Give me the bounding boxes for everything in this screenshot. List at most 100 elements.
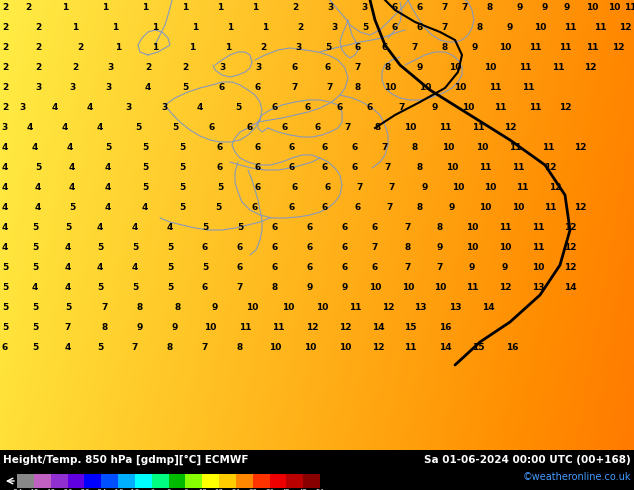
Text: 6: 6 [255,183,261,193]
Text: 6: 6 [217,164,223,172]
Text: 5: 5 [132,284,138,293]
Text: -24: -24 [96,489,107,490]
Text: 5: 5 [179,144,185,152]
Text: 9: 9 [517,3,523,13]
Text: Height/Temp. 850 hPa [gdmp][°C] ECMWF: Height/Temp. 850 hPa [gdmp][°C] ECMWF [3,455,249,466]
Text: 6: 6 [322,203,328,213]
Text: 2: 2 [35,64,41,73]
Text: 3: 3 [69,83,75,93]
Text: 8: 8 [405,244,411,252]
Text: 4: 4 [97,123,103,132]
Text: 11: 11 [515,183,528,193]
FancyBboxPatch shape [219,474,236,488]
Text: 13: 13 [414,303,426,313]
Text: 3: 3 [35,83,41,93]
Text: 7: 7 [327,83,333,93]
Text: 3: 3 [125,103,131,113]
Text: 1: 1 [102,3,108,13]
Text: 5: 5 [65,223,71,232]
Text: 1: 1 [62,3,68,13]
Text: 9: 9 [137,323,143,333]
Text: 2: 2 [2,83,8,93]
Text: 6: 6 [282,123,288,132]
Text: 7: 7 [345,123,351,132]
Text: 24: 24 [231,489,240,490]
Text: 5: 5 [179,203,185,213]
Text: 5: 5 [32,303,38,313]
Text: 2: 2 [2,103,8,113]
Text: -12: -12 [129,489,141,490]
Text: 2: 2 [72,64,78,73]
Text: 1: 1 [152,44,158,52]
Text: 6: 6 [272,264,278,272]
FancyBboxPatch shape [169,474,185,488]
Text: 9: 9 [564,3,570,13]
Text: 10: 10 [466,244,478,252]
Text: 5: 5 [325,44,331,52]
Text: 5: 5 [32,264,38,272]
Text: 5: 5 [142,183,148,193]
FancyBboxPatch shape [152,474,169,488]
Text: 54: 54 [316,489,325,490]
Text: 7: 7 [237,284,243,293]
Text: 6: 6 [342,244,348,252]
Text: 3: 3 [105,83,111,93]
Text: 4: 4 [65,264,71,272]
FancyBboxPatch shape [101,474,118,488]
Text: 3: 3 [107,64,113,73]
Text: 14: 14 [439,343,451,352]
Text: 10: 10 [462,103,474,113]
Text: 10: 10 [369,284,381,293]
Text: 6: 6 [417,24,423,32]
Text: 4: 4 [69,183,75,193]
Text: 5: 5 [35,164,41,172]
Text: 6: 6 [247,123,253,132]
Text: 8: 8 [385,64,391,73]
Text: 5: 5 [32,343,38,352]
Text: 1: 1 [115,44,121,52]
Text: 12: 12 [544,164,556,172]
Text: 10: 10 [316,303,328,313]
Text: 42: 42 [282,489,291,490]
Text: 10: 10 [281,303,294,313]
Text: 4: 4 [2,223,8,232]
Text: 3: 3 [2,123,8,132]
Text: 12: 12 [549,183,561,193]
Text: 11: 11 [349,303,361,313]
Text: 6: 6 [289,164,295,172]
FancyBboxPatch shape [236,474,253,488]
Text: 6: 6 [202,244,208,252]
Text: 12: 12 [499,284,511,293]
Text: 4: 4 [132,264,138,272]
Text: 6: 6 [392,24,398,32]
Text: 11: 11 [552,64,564,73]
Text: 7: 7 [387,203,393,213]
Text: 6: 6 [219,83,225,93]
Text: 10: 10 [484,64,496,73]
Text: 1: 1 [152,24,158,32]
Text: 8: 8 [487,3,493,13]
Text: 7: 7 [385,164,391,172]
Text: 6: 6 [255,83,261,93]
Text: 10: 10 [484,183,496,193]
Text: 1: 1 [217,3,223,13]
Text: 9: 9 [422,183,428,193]
Text: 14: 14 [564,284,576,293]
Text: 5: 5 [182,83,188,93]
Text: 8: 8 [272,284,278,293]
Text: 0: 0 [166,489,171,490]
Text: 4: 4 [87,103,93,113]
Text: 5: 5 [362,24,368,32]
Text: -36: -36 [61,489,74,490]
Text: 9: 9 [212,303,218,313]
Text: -6: -6 [148,489,155,490]
Text: 12: 12 [584,64,596,73]
Text: 2: 2 [2,64,8,73]
Text: 10: 10 [466,223,478,232]
FancyBboxPatch shape [17,474,34,488]
Text: 12: 12 [564,244,576,252]
Text: 7: 7 [202,343,208,352]
Text: 11: 11 [519,64,531,73]
Text: 9: 9 [417,64,423,73]
FancyBboxPatch shape [269,474,287,488]
